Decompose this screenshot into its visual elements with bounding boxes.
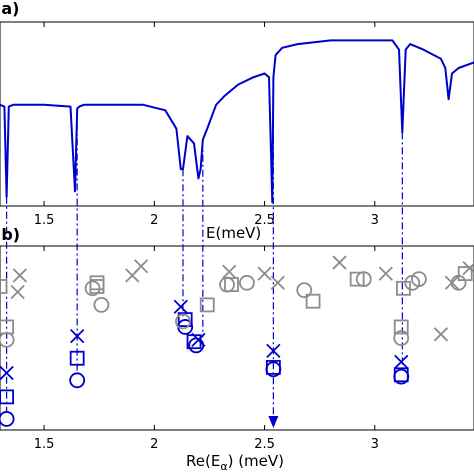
panel-a-x-tick-label: 3 xyxy=(371,213,379,228)
panel-b-x-label-main: Re(E xyxy=(186,452,220,470)
gray-x-marker xyxy=(10,284,25,300)
gray-circle-marker xyxy=(410,271,427,288)
gray-circle-marker xyxy=(219,276,235,293)
panel-b-frame xyxy=(0,245,474,431)
panel-b-x-label-sub: α xyxy=(220,460,227,473)
gray-circle-marker xyxy=(175,313,191,330)
gray-x-marker xyxy=(12,268,27,283)
gray-square-marker xyxy=(393,319,409,335)
panel-a-frame xyxy=(0,21,474,207)
panel-a-series xyxy=(0,39,474,204)
gray-circle-marker xyxy=(84,280,101,297)
panel-b-x-label-unit: ) (meV) xyxy=(228,452,284,470)
gray-x-marker xyxy=(222,264,237,279)
gray-x-marker xyxy=(378,266,393,281)
blue-x-marker xyxy=(70,329,85,344)
blue-x-marker xyxy=(173,299,188,314)
panel-b-eigenvalues: 1.5 2 2.5 3 (b) xyxy=(0,77,474,452)
gray-square-marker xyxy=(457,266,473,282)
gray-x-marker xyxy=(433,327,449,342)
panel-b-x-ticks: 1.5 2 2.5 3 xyxy=(34,246,379,452)
gray-square-marker xyxy=(0,279,8,294)
panel-connectors xyxy=(6,77,403,428)
panel-b-x-tick-label: 1.5 xyxy=(34,437,55,452)
panel-a-x-ticks: 1.5 2 2.5 3 xyxy=(34,22,379,228)
gray-x-marker xyxy=(270,275,285,290)
blue-circle-marker xyxy=(265,361,282,378)
panel-b-x-tick-label: 2 xyxy=(150,437,158,452)
gray-circle-marker xyxy=(296,282,313,299)
gray-x-marker xyxy=(332,255,347,270)
blue-x-marker xyxy=(266,343,281,359)
gray-circle-marker xyxy=(393,330,410,346)
gray-circle-marker xyxy=(239,274,255,291)
blue-x-marker xyxy=(394,354,409,370)
gray-circle-marker xyxy=(0,331,15,348)
blue-circle-marker xyxy=(69,372,86,389)
blue-x-marker xyxy=(0,365,14,381)
gray-square-marker xyxy=(396,280,411,296)
panel-a-x-axis-label: E(meV) xyxy=(206,224,261,242)
panel-a-label: (a) xyxy=(0,0,19,18)
blue-square-marker xyxy=(186,334,202,350)
panel-a-x-tick-label: 2.5 xyxy=(254,213,275,228)
panel-b-points xyxy=(0,255,474,427)
gray-square-marker xyxy=(89,279,105,294)
gray-circle-marker xyxy=(93,296,110,313)
blue-circle-marker xyxy=(188,337,205,354)
connector-arrowhead xyxy=(268,416,279,428)
blue-circle-marker xyxy=(0,411,15,427)
gray-square-marker xyxy=(305,293,321,309)
gray-square-marker xyxy=(349,271,365,287)
panel-b-x-tick-label: 3 xyxy=(371,437,379,452)
spectrum-line xyxy=(0,39,474,204)
panel-b-x-tick-label: 2.5 xyxy=(254,437,275,452)
blue-square-marker xyxy=(0,389,15,405)
blue-square-marker xyxy=(69,350,85,366)
gray-square-marker xyxy=(224,277,239,293)
blue-circle-marker xyxy=(393,368,410,385)
blue-square-marker xyxy=(177,312,193,328)
panel-b-label: (b) xyxy=(0,225,20,244)
gray-circle-marker xyxy=(355,271,372,288)
gray-x-marker xyxy=(257,266,272,281)
gray-x-marker xyxy=(133,259,149,274)
panel-a-x-tick-label: 2 xyxy=(150,213,158,228)
panel-a-spectrum: 1.5 2 2.5 3 (a) xyxy=(0,0,474,228)
panel-a-x-tick-label: 1.5 xyxy=(34,213,55,228)
panel-b-x-axis-label: Re(Eα) (meV) xyxy=(186,452,284,473)
gray-square-marker xyxy=(199,297,215,313)
